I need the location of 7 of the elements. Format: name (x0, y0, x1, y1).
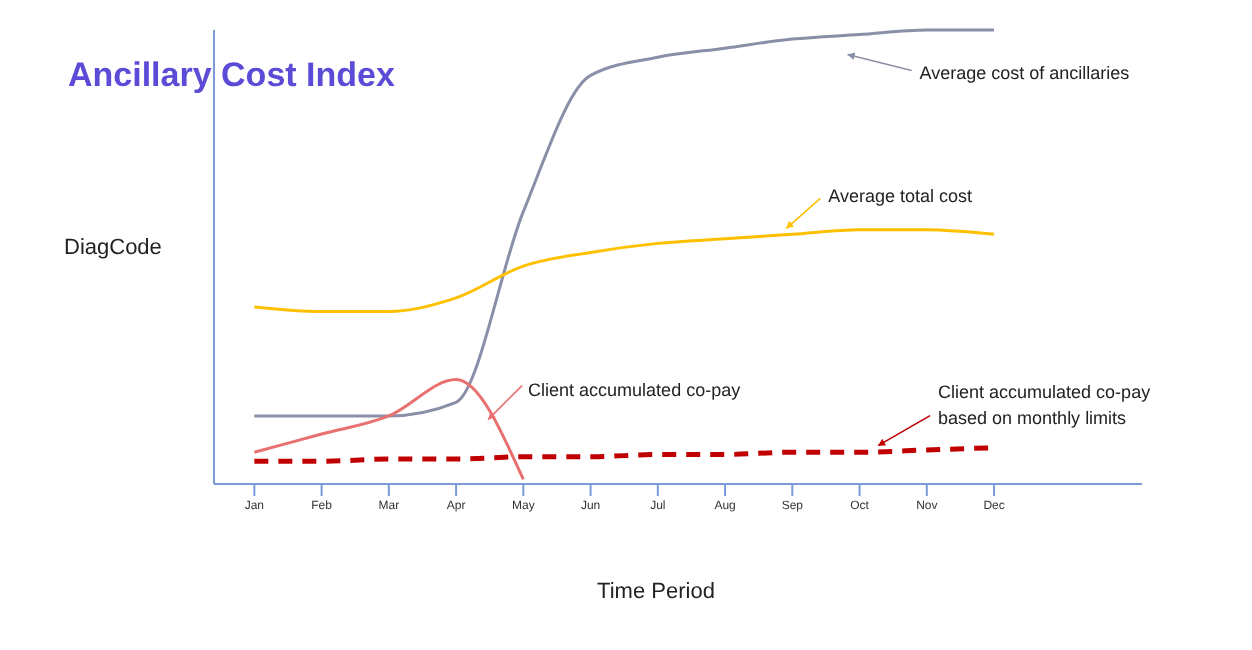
y-axis-title: DiagCode (64, 236, 162, 260)
x-axis-title: Time Period (595, 580, 717, 604)
series-label: Average total cost (828, 186, 974, 207)
series-label: Client accumulated co-pay based on monthly limits (938, 381, 1152, 428)
text: Ancillary Cost Index (68, 56, 395, 96)
legend-label: Average cost of ancillaries (919, 62, 1131, 83)
text: Client accumulated co-pay (528, 379, 742, 400)
